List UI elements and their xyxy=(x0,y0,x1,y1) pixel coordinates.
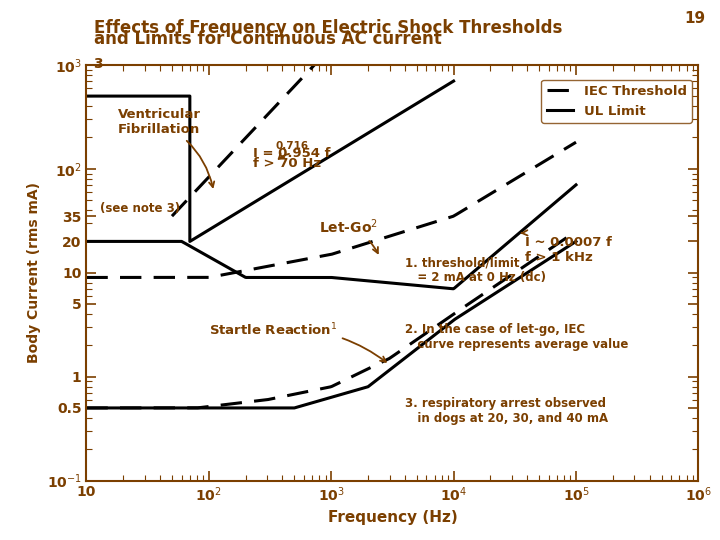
Y-axis label: Body Current (rms mA): Body Current (rms mA) xyxy=(27,182,41,363)
Text: 3: 3 xyxy=(94,57,103,71)
Text: 1. threshold/limit
   = 2 mA at 0 Hz (dc): 1. threshold/limit = 2 mA at 0 Hz (dc) xyxy=(405,256,546,284)
Text: I = 0.954 f: I = 0.954 f xyxy=(253,147,330,160)
Text: 3. respiratory arrest observed
   in dogs at 20, 30, and 40 mA: 3. respiratory arrest observed in dogs a… xyxy=(405,397,608,426)
X-axis label: Frequency (Hz): Frequency (Hz) xyxy=(328,510,457,525)
Text: Ventricular
Fibrillation: Ventricular Fibrillation xyxy=(117,108,215,187)
Legend: IEC Threshold, UL Limit: IEC Threshold, UL Limit xyxy=(541,80,692,123)
Text: 19: 19 xyxy=(685,11,706,26)
Text: Let-Go$^2$: Let-Go$^2$ xyxy=(320,218,378,253)
Text: Startle Reaction$^1$: Startle Reaction$^1$ xyxy=(209,322,386,362)
Text: Effects of Frequency on Electric Shock Thresholds: Effects of Frequency on Electric Shock T… xyxy=(94,19,562,37)
Text: f > 70 Hz: f > 70 Hz xyxy=(253,157,321,170)
Text: I ~ 0.0007 f
f > 1 kHz: I ~ 0.0007 f f > 1 kHz xyxy=(521,230,611,264)
Text: and Limits for Continuous AC current: and Limits for Continuous AC current xyxy=(94,30,441,48)
Text: (see note 3): (see note 3) xyxy=(100,202,181,215)
Text: 2. In the case of let-go, IEC
   curve represents average value: 2. In the case of let-go, IEC curve repr… xyxy=(405,322,628,350)
Text: 0.716: 0.716 xyxy=(275,141,308,151)
